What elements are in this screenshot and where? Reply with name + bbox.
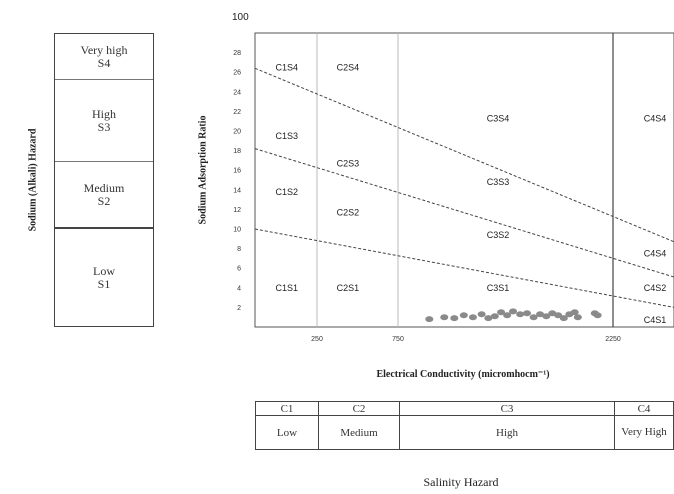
- x-tick-label: 2250: [605, 336, 621, 343]
- y-tick-label: 8: [237, 246, 241, 253]
- salinity-class-name: Medium: [318, 415, 400, 450]
- y-tick-label: 18: [233, 148, 241, 155]
- classification-label: C4S1: [644, 315, 667, 325]
- classification-label: C1S2: [276, 187, 299, 197]
- sodium-class-low: Low S1: [55, 229, 153, 326]
- x-tick-label: 250: [311, 336, 323, 343]
- water-sample-point: [516, 311, 525, 318]
- water-sample-point: [542, 313, 551, 320]
- salinity-class-code: C1: [255, 401, 319, 416]
- classification-label: C2S4: [337, 62, 360, 72]
- salinity-hazard-title: Salinity Hazard: [423, 475, 499, 489]
- classification-label: C2S1: [337, 283, 360, 293]
- sodium-class-high: High S3: [55, 80, 153, 162]
- water-sample-point: [484, 315, 493, 322]
- classification-label: C4S2: [644, 283, 667, 293]
- salinity-class-name: Very High: [614, 415, 674, 450]
- sodium-class-name: Very high: [80, 42, 128, 57]
- water-sample-point: [554, 312, 563, 319]
- y-tick-label: 24: [233, 89, 241, 96]
- y-tick-label: 20: [233, 129, 241, 136]
- sar-boundary-line: [254, 67, 674, 243]
- water-sample-point: [509, 308, 518, 315]
- salinity-class-code: C4: [614, 401, 674, 416]
- y-tick-label: 6: [237, 266, 241, 273]
- sodium-class-name: High: [92, 106, 116, 121]
- y-tick-label: 2: [237, 305, 241, 312]
- chart-boundary-lines: [254, 67, 674, 308]
- sodium-class-very-high: Very high S4: [55, 34, 153, 80]
- sodium-hazard-table: Very high S4 High S3 Medium S2 Low S1: [54, 33, 154, 327]
- classification-label: C3S2: [487, 230, 510, 240]
- salinity-class-name: High: [399, 415, 615, 450]
- classification-label: C1S4: [276, 62, 299, 72]
- salinity-class-code: C3: [399, 401, 615, 416]
- sodium-class-code: S2: [97, 193, 111, 208]
- y-tick-label: 28: [233, 50, 241, 57]
- sodium-class-medium: Medium S2: [55, 162, 153, 229]
- water-sample-point: [593, 312, 602, 319]
- classification-label: C3S4: [487, 113, 510, 123]
- water-sample-point: [468, 314, 477, 321]
- y-tick-label: 16: [233, 168, 241, 175]
- y-tick-label: 10: [233, 227, 241, 234]
- y-tick-label: 12: [233, 207, 241, 214]
- y-tick-label: 14: [233, 187, 241, 194]
- salinity-hazard-table: C1 C2 C3 C4 Low Medium High Very High: [255, 401, 674, 450]
- y-tick-label: 4: [237, 285, 241, 292]
- sar-boundary-line: [254, 148, 674, 278]
- sodium-class-name: Medium: [83, 180, 125, 195]
- x-tick-label: 750: [392, 336, 404, 343]
- sodium-class-code: S3: [97, 119, 111, 134]
- sodium-class-code: S1: [97, 276, 111, 291]
- salinity-class-name: Low: [255, 415, 319, 450]
- water-sample-point: [559, 315, 568, 322]
- chart-plot-frame: [254, 32, 674, 328]
- water-sample-point: [477, 311, 486, 318]
- chart-data-points: [425, 308, 602, 323]
- water-sample-point: [529, 314, 538, 321]
- chart-class-labels: C1S4 C2S4 C3S4 C4S4 C1S3 C2S3 C3S3 C1S2 C2S2 C3S2…: [276, 62, 667, 325]
- classification-label: C3S3: [487, 177, 510, 187]
- water-sample-point: [573, 314, 582, 321]
- sodium-class-name: Low: [93, 263, 115, 278]
- water-sample-point: [536, 311, 545, 318]
- water-sample-point: [497, 309, 506, 316]
- water-sample-point: [440, 314, 449, 321]
- water-sample-point: [570, 309, 579, 316]
- classification-label: C3S1: [487, 283, 510, 293]
- y-tick-label: 22: [233, 109, 241, 116]
- classification-label: C2S3: [337, 158, 360, 168]
- water-sample-point: [503, 312, 512, 319]
- classification-label: C4S4: [644, 249, 667, 259]
- water-sample-point: [523, 310, 532, 317]
- salinity-class-code: C2: [318, 401, 400, 416]
- chart-x-axis-label: Electrical Conductivity (micromhocm⁻¹): [376, 369, 550, 380]
- y-tick-label: 26: [233, 70, 241, 77]
- classification-label: C2S2: [337, 207, 360, 217]
- water-sample-point: [425, 316, 434, 323]
- top-value-label: 100: [232, 12, 249, 23]
- classification-label: C4S4: [644, 113, 667, 123]
- sodium-class-code: S4: [97, 55, 111, 70]
- sar-boundary-line: [254, 228, 674, 308]
- water-sample-point: [459, 312, 468, 319]
- classification-label: C1S1: [276, 283, 299, 293]
- classification-label: C1S3: [276, 131, 299, 141]
- water-sample-point: [450, 315, 459, 322]
- water-sample-point: [490, 313, 499, 320]
